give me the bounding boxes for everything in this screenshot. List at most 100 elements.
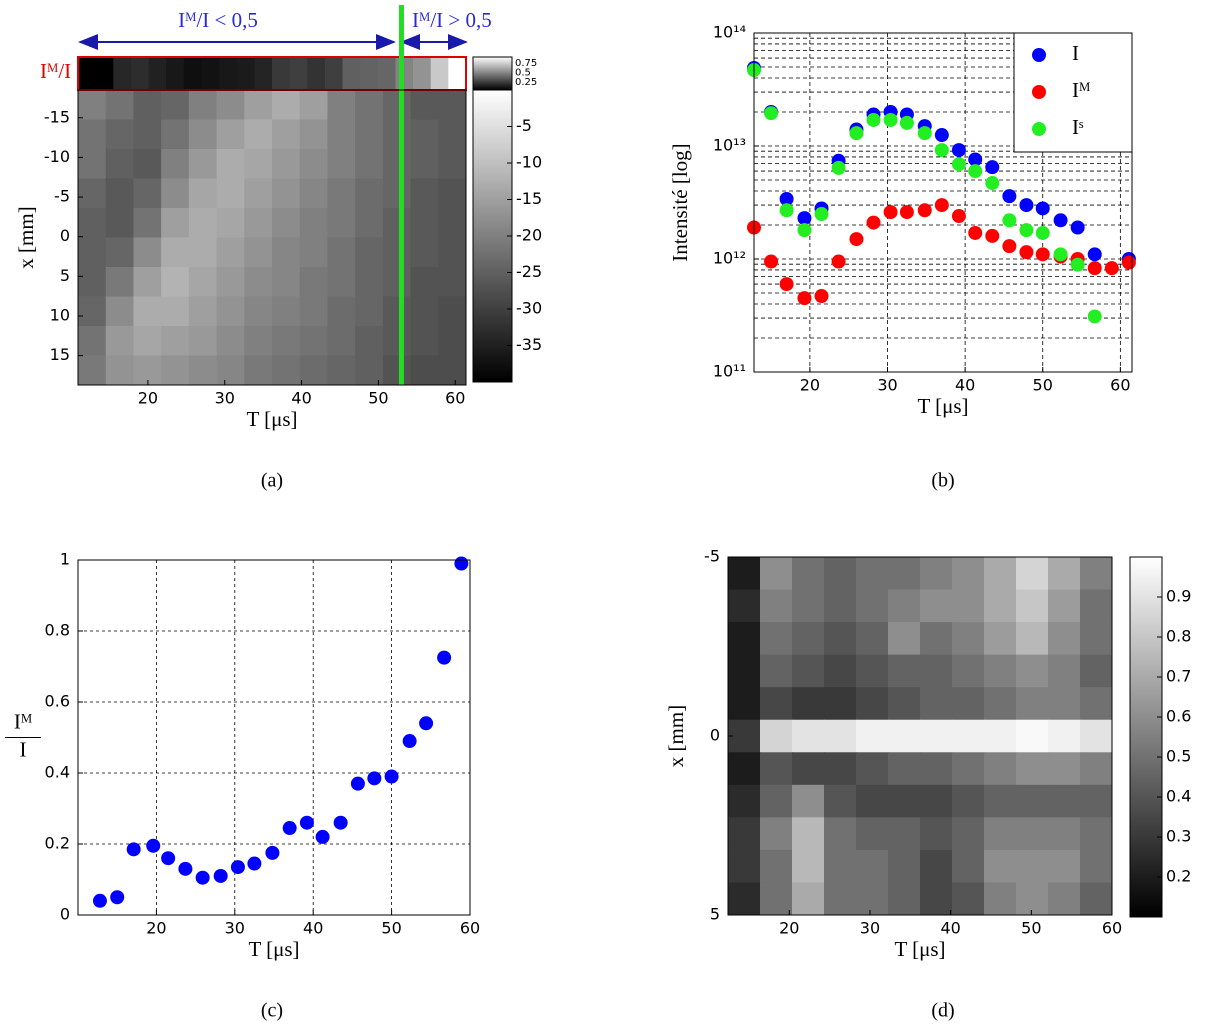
data-point [985, 160, 1000, 175]
data-point [1053, 213, 1068, 228]
x-tick-label: 50 [1033, 376, 1053, 395]
heatmap-cell [888, 849, 921, 883]
data-point [92, 893, 107, 908]
heatmap-cell [327, 296, 356, 327]
data-point [1019, 245, 1034, 260]
x-tick-label: 30 [225, 919, 245, 938]
heatmap-cell [760, 719, 793, 753]
heatmap-cell [161, 149, 190, 179]
heatmap-cell [438, 119, 467, 150]
heatmap-cell [410, 149, 439, 179]
heatmap-cell [188, 326, 218, 356]
caption: (d) [931, 1000, 954, 1022]
heatmap-cell [105, 208, 134, 238]
heatmap-cell [272, 149, 301, 179]
heatmap-cell [1016, 882, 1049, 916]
heatmap-cell [188, 296, 218, 327]
heatmap-cell [728, 719, 761, 753]
heatmap-cell [216, 355, 245, 386]
data-point [934, 198, 949, 213]
colorbar-tick-label: -15 [516, 189, 542, 208]
y-tick-label: 5 [60, 266, 70, 285]
x-tick-label: 40 [940, 919, 960, 938]
heatmap-cell [920, 557, 953, 591]
heatmap-cell [920, 817, 953, 851]
x-tick-label: 60 [1110, 376, 1130, 395]
heatmap-cell [355, 355, 384, 386]
heatmap-cell [105, 355, 134, 386]
colorbar-tick-label: 0.5 [1166, 747, 1191, 766]
heatmap-cell [188, 208, 218, 238]
heatmap-cell [760, 817, 793, 851]
heatmap-cell [299, 267, 328, 297]
strip-cell [360, 57, 379, 90]
heatmap-cell [299, 178, 328, 209]
heatmap-cell [856, 654, 889, 688]
heatmap-cell [438, 267, 467, 297]
heatmap-cell [244, 237, 273, 268]
heatmap-cell [888, 557, 921, 591]
heatmap-cell [133, 90, 162, 120]
heatmap-cell [188, 355, 218, 386]
data-point [1104, 261, 1119, 276]
heatmap-cell [78, 178, 107, 209]
y-tick-label: 10¹¹ [713, 362, 746, 381]
heatmap-cell [244, 178, 273, 209]
heatmap-cell [382, 267, 412, 297]
y-tick-label: 5 [710, 905, 720, 924]
caption: (b) [931, 470, 954, 492]
data-point [1087, 261, 1102, 276]
heatmap-cell [984, 622, 1017, 656]
y-tick-label: 10¹⁴ [713, 23, 746, 42]
data-point [831, 160, 846, 175]
strip-tick-label: 0.5 [515, 68, 531, 79]
heatmap-cell [760, 589, 793, 623]
heatmap-cell [216, 237, 245, 268]
x-axis-label: T [μs] [917, 394, 968, 418]
colorbar-tick-label: 0.2 [1166, 867, 1191, 886]
heatmap-cell [984, 719, 1017, 753]
heatmap-cell [888, 687, 921, 721]
y-tick-label: -5 [704, 547, 720, 566]
heatmap-cell [856, 557, 889, 591]
heatmap-cell [188, 90, 218, 120]
heatmap-cell [1048, 589, 1081, 623]
heatmap-cell [792, 687, 825, 721]
heatmap-cell [920, 882, 953, 916]
heatmap-cell [952, 817, 985, 851]
strip-cell [377, 57, 396, 90]
data-point [265, 845, 280, 860]
heatmap-cell [382, 178, 412, 209]
strip-cell [395, 57, 414, 90]
heatmap-cell [355, 267, 384, 297]
heatmap-cell [382, 119, 412, 150]
heatmap-cell [188, 237, 218, 268]
heatmap-cell [1016, 687, 1049, 721]
x-tick-label: 20 [779, 919, 799, 938]
heatmap-cell [1016, 817, 1049, 851]
heatmap-cell [216, 178, 245, 209]
data-point [899, 205, 914, 220]
heatmap-cell [760, 557, 793, 591]
heatmap-cell [272, 178, 301, 209]
heatmap-cell [410, 178, 439, 209]
heatmap-cell [888, 719, 921, 753]
heatmap-cell [1080, 654, 1113, 688]
data-point [883, 112, 898, 127]
heatmap-cell [1080, 589, 1113, 623]
x-tick-label: 30 [877, 376, 897, 395]
colorbar-tick-label: 0.3 [1166, 827, 1191, 846]
data-point [333, 815, 348, 830]
data-point [419, 716, 434, 731]
heatmap-cell [984, 784, 1017, 818]
heatmap-cell [216, 267, 245, 297]
data-point [195, 870, 210, 885]
data-point [797, 291, 812, 306]
x-tick-label: 20 [800, 376, 820, 395]
heatmap-cell [410, 355, 439, 386]
colorbar-tick-label: 0.8 [1166, 627, 1191, 646]
heatmap-cell [984, 557, 1017, 591]
colorbar-tick-label: 0.4 [1166, 787, 1191, 806]
data-point [917, 126, 932, 141]
heatmap-cell [299, 149, 328, 179]
